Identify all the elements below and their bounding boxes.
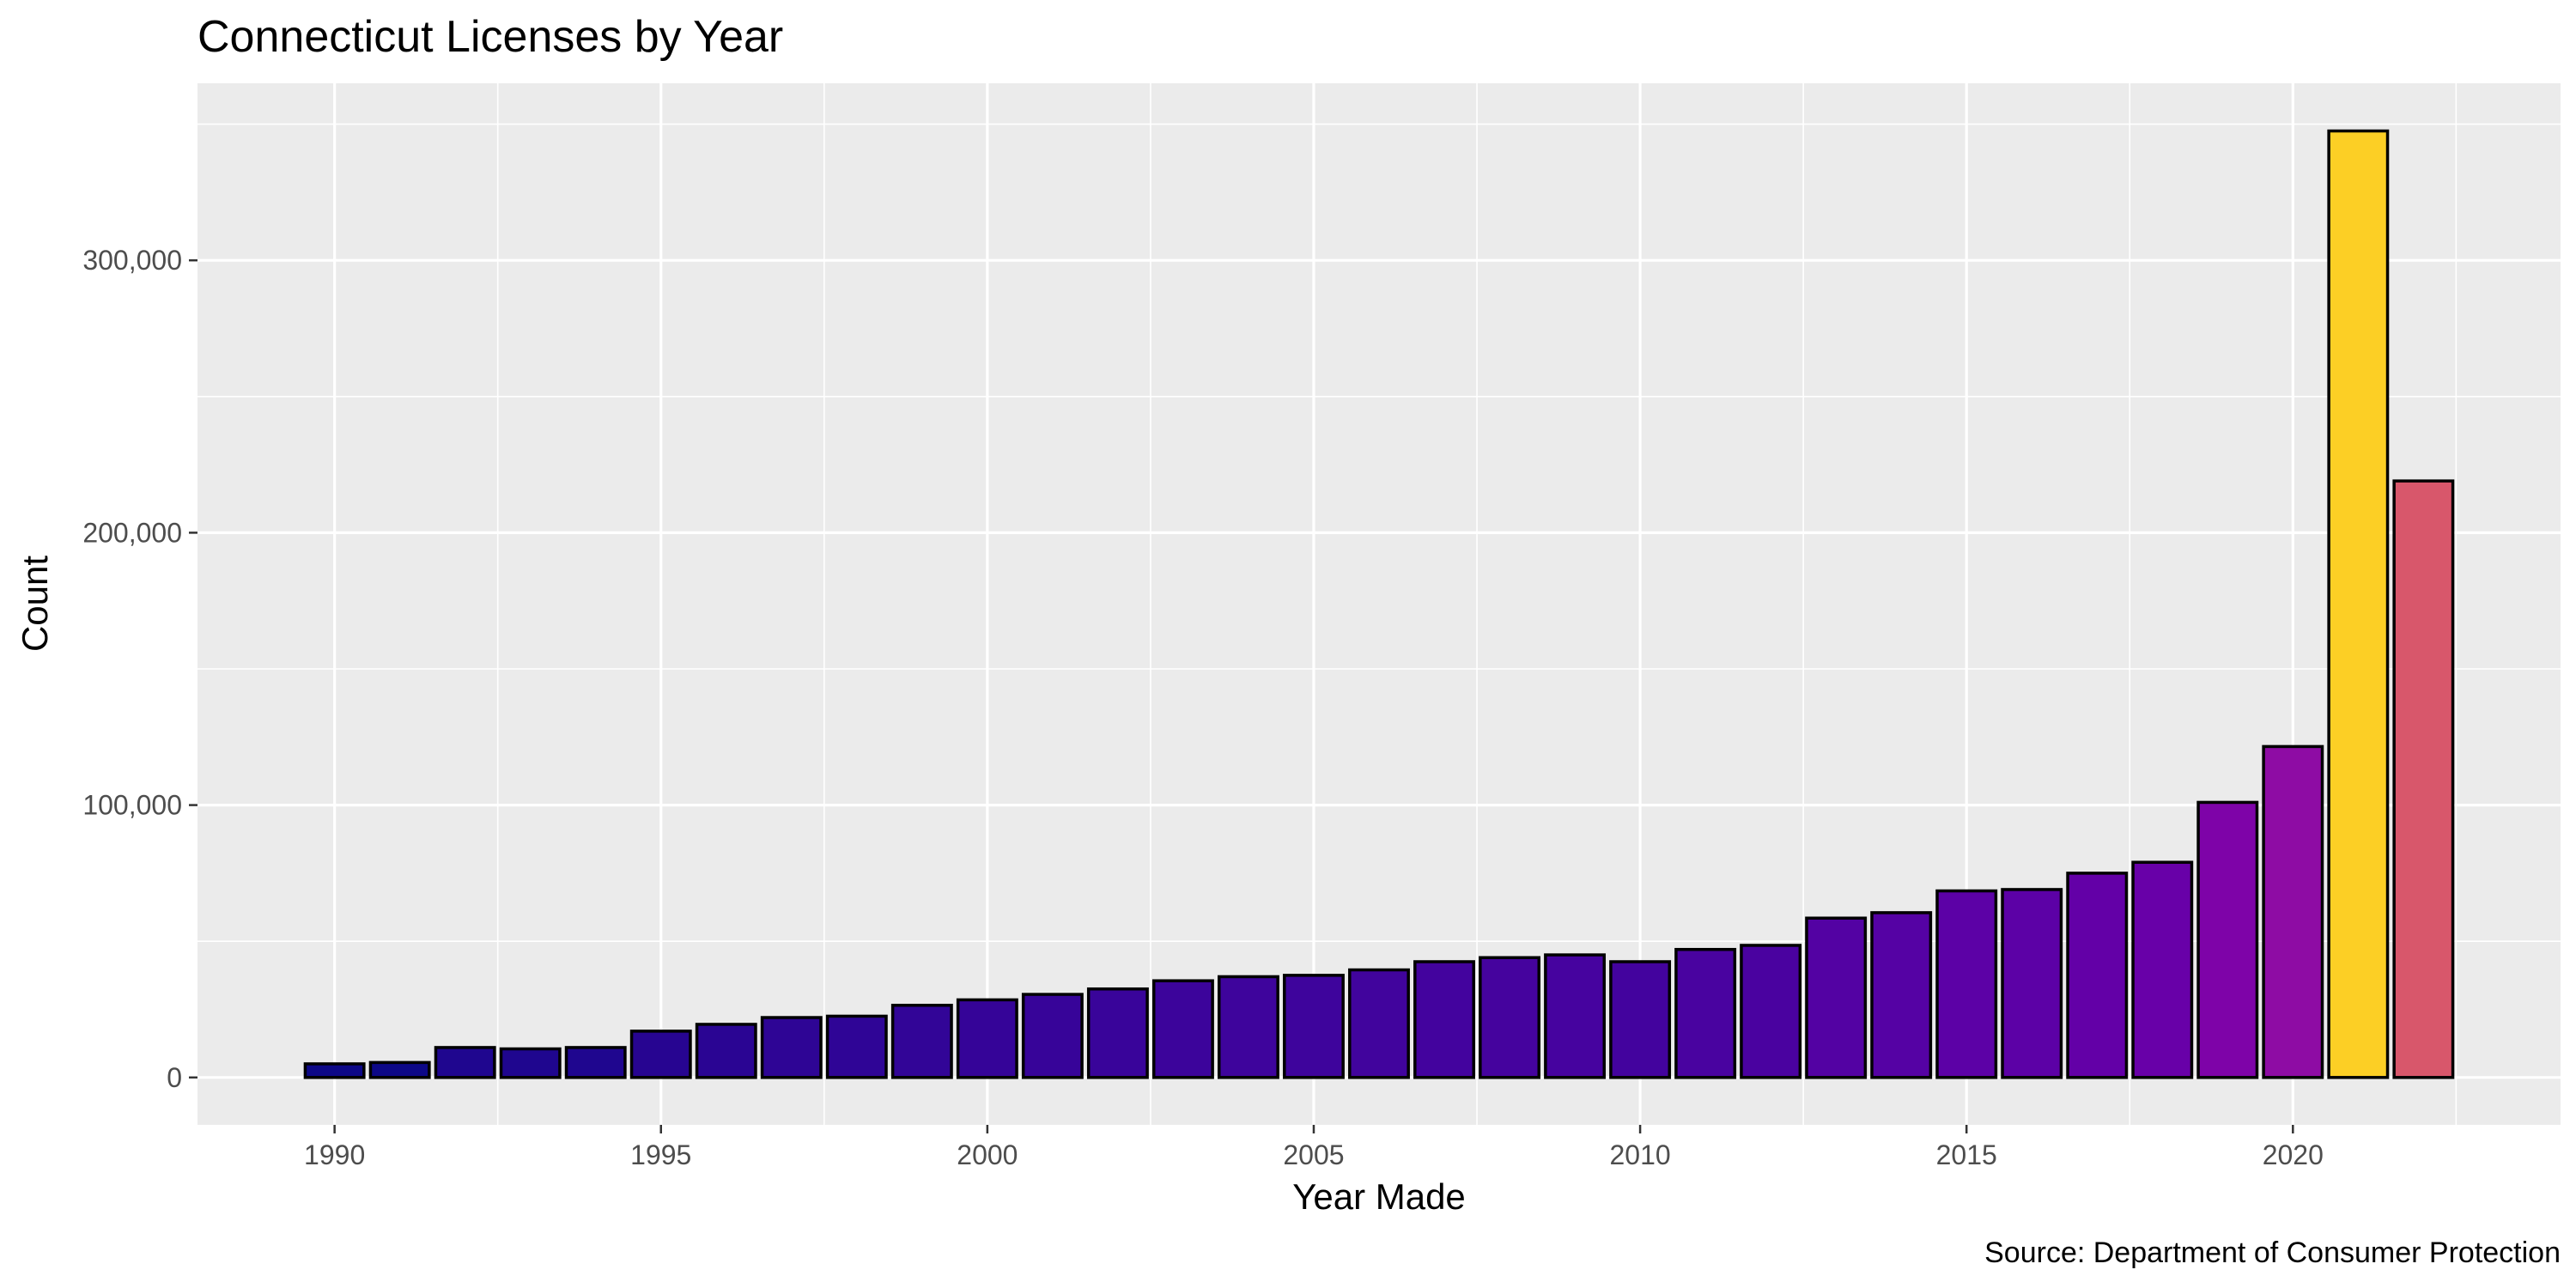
bar-2003 xyxy=(1151,979,1214,1079)
x-tick-label: 2010 xyxy=(1609,1139,1670,1170)
bar-2014 xyxy=(1870,911,1933,1079)
x-tick-label: 1990 xyxy=(304,1139,365,1170)
bar-1990 xyxy=(303,1062,366,1079)
y-tick-label: 0 xyxy=(167,1062,182,1093)
y-tick-label: 300,000 xyxy=(82,245,182,276)
x-tick-label: 2020 xyxy=(2263,1139,2324,1170)
bar-2007 xyxy=(1413,960,1475,1079)
x-tick-label: 2000 xyxy=(957,1139,1018,1170)
bar-2017 xyxy=(2066,872,2129,1079)
bar-2006 xyxy=(1348,968,1410,1079)
bar-1993 xyxy=(499,1047,562,1079)
bar-2022 xyxy=(2392,479,2455,1079)
bar-1996 xyxy=(695,1023,757,1079)
bar-1997 xyxy=(760,1016,823,1079)
bar-2019 xyxy=(2196,800,2259,1079)
bar-1994 xyxy=(564,1046,627,1079)
x-axis-title: Year Made xyxy=(1292,1176,1466,1217)
bar-2011 xyxy=(1674,947,1737,1079)
bar-2021 xyxy=(2327,129,2390,1079)
bar-1995 xyxy=(629,1030,692,1079)
bar-2005 xyxy=(1283,974,1345,1079)
x-tick-label: 2015 xyxy=(1936,1139,1997,1170)
bar-1998 xyxy=(825,1014,888,1079)
bar-2010 xyxy=(1609,960,1672,1079)
bar-2020 xyxy=(2262,744,2324,1079)
bar-1992 xyxy=(434,1046,496,1079)
x-tick-label: 1995 xyxy=(630,1139,691,1170)
y-tick-label: 100,000 xyxy=(82,790,182,821)
bars xyxy=(303,129,2455,1079)
bar-2013 xyxy=(1805,916,1868,1079)
bar-1999 xyxy=(890,1003,953,1079)
minor-gridlines xyxy=(197,83,2561,1125)
y-tick-label: 200,000 xyxy=(82,517,182,548)
bar-2018 xyxy=(2131,860,2194,1079)
bar-2012 xyxy=(1740,944,1802,1079)
bar-2002 xyxy=(1086,987,1149,1079)
y-axis: 0 100,000 200,000 300,000 xyxy=(82,245,197,1093)
bar-2009 xyxy=(1544,953,1607,1079)
bar-2004 xyxy=(1217,975,1279,1079)
bar-2015 xyxy=(1935,889,1998,1079)
chart-caption: Source: Department of Consumer Protectio… xyxy=(1984,1236,2561,1269)
x-tick-label: 2005 xyxy=(1283,1139,1344,1170)
bar-1991 xyxy=(368,1060,431,1079)
x-axis: 1990 1995 2000 2005 2010 2015 2020 xyxy=(304,1125,2324,1170)
bar-2008 xyxy=(1479,956,1541,1079)
y-axis-title: Count xyxy=(15,556,55,652)
chart-title: Connecticut Licenses by Year xyxy=(197,12,783,62)
bar-2001 xyxy=(1021,993,1084,1079)
bar-2000 xyxy=(956,998,1018,1079)
bar-2016 xyxy=(2001,888,2063,1079)
